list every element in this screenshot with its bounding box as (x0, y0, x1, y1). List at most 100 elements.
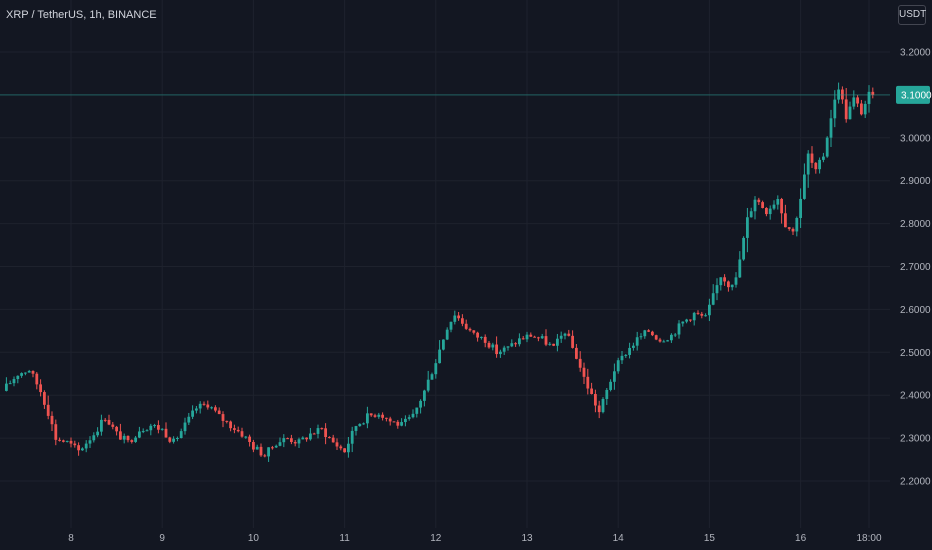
candle-body (806, 153, 810, 175)
candle (183, 417, 187, 435)
candle-body (320, 428, 324, 430)
candle-body (715, 285, 719, 294)
candle (271, 445, 274, 450)
y-tick-label: 2.6000 (900, 305, 931, 316)
candle-body (69, 440, 73, 444)
candle-body (673, 334, 677, 336)
candle (742, 236, 745, 261)
price-axis[interactable]: 3.2000 3.0000 2.9000 2.8000 2.7000 2.6000 2.50… (896, 48, 932, 488)
candle (430, 372, 434, 380)
candle (814, 162, 818, 174)
candle-body (867, 91, 871, 104)
candle (837, 82, 840, 104)
candle-body (529, 334, 533, 337)
candles (5, 82, 875, 462)
candle (411, 409, 415, 419)
candle (442, 339, 445, 351)
candle (328, 436, 331, 439)
candle (590, 382, 593, 395)
candle (388, 416, 392, 426)
candle-body (301, 437, 305, 440)
candle-body (609, 381, 612, 390)
candle (335, 438, 339, 450)
candle (46, 395, 50, 420)
candle (141, 428, 145, 434)
candle-body (134, 437, 137, 442)
candle-body (259, 446, 263, 456)
candle (377, 412, 381, 419)
candle-body (240, 431, 244, 437)
candle-body (776, 198, 780, 205)
candle-body (274, 445, 278, 448)
candle-body (214, 407, 217, 411)
candle-body (803, 174, 806, 199)
candle-body (487, 342, 491, 348)
candle-body (689, 319, 692, 321)
candle-body (396, 421, 400, 426)
candle-body (502, 347, 506, 352)
grid (0, 0, 890, 528)
candle-body (651, 331, 654, 336)
currency-button[interactable]: USDT (898, 5, 926, 25)
candle (198, 401, 202, 414)
candle (632, 342, 635, 351)
candle-body (286, 438, 289, 440)
candle (537, 336, 540, 342)
candle (673, 332, 677, 338)
candle (354, 425, 358, 436)
current-price-tag[interactable]: 3.1000 (896, 85, 932, 104)
candle-body (103, 419, 107, 421)
candle-body (719, 277, 723, 286)
candle (723, 274, 726, 286)
candle (252, 439, 255, 453)
candle (871, 87, 875, 99)
candle (765, 207, 768, 217)
candle-body (43, 392, 46, 405)
candle-body (841, 89, 844, 100)
candle-body (753, 199, 757, 212)
candle-body (62, 440, 65, 442)
candle (404, 415, 407, 427)
candle-body (16, 375, 20, 380)
candle-body (700, 313, 704, 316)
candle-body (164, 428, 168, 438)
candle-body (267, 447, 270, 457)
candle-body (453, 315, 457, 322)
candle-body (5, 383, 8, 391)
candle (601, 397, 605, 414)
candle-body (122, 435, 126, 440)
candle (863, 100, 867, 119)
candle (100, 414, 103, 436)
candle-body (780, 198, 783, 214)
candle (480, 336, 483, 340)
candle (278, 437, 282, 447)
candle-body (582, 367, 586, 377)
candle (502, 345, 506, 355)
candle-body (628, 347, 631, 355)
candle-body (772, 204, 776, 209)
candle-body (172, 438, 175, 442)
candle-body (331, 437, 335, 443)
candle-body (168, 437, 172, 442)
candle-body (411, 413, 415, 418)
candle (647, 329, 650, 333)
candle (210, 406, 213, 410)
time-axis[interactable]: 8 9 10 11 12 13 14 15 16 18:00 (68, 533, 882, 544)
candle (111, 422, 115, 430)
candle-body (575, 347, 578, 359)
candle (445, 327, 449, 341)
candle-body (141, 431, 145, 433)
candle (810, 146, 814, 168)
candle (624, 354, 628, 358)
candle (157, 420, 160, 434)
candle (803, 163, 806, 200)
candle (160, 428, 164, 431)
candle (423, 389, 426, 407)
candle (540, 333, 544, 339)
candle-body (358, 423, 362, 427)
candle (35, 372, 39, 390)
candle (533, 335, 536, 338)
candle (468, 327, 472, 332)
